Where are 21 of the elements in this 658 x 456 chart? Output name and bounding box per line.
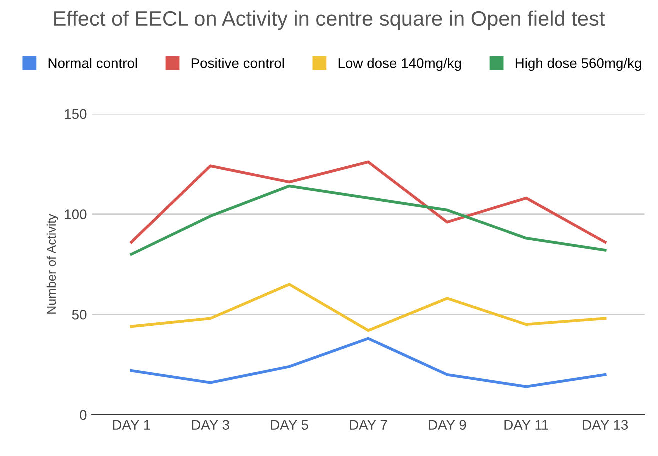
line-series bbox=[130, 337, 607, 388]
x-tick-label: DAY 1 bbox=[113, 420, 150, 430]
x-tick-label: DAY 7 bbox=[350, 420, 388, 430]
x-tick-label: DAY 3 bbox=[192, 420, 230, 430]
line-series bbox=[130, 184, 607, 256]
y-tick-label: 50 bbox=[72, 310, 87, 320]
legend-label: Positive control bbox=[192, 58, 284, 68]
y-tick-label: 100 bbox=[65, 210, 87, 220]
y-axis-title: Number of Activity bbox=[46, 214, 59, 314]
legend-label: High dose 560mg/kg bbox=[516, 58, 642, 72]
legend-label: Normal control bbox=[48, 58, 138, 68]
line-series bbox=[130, 283, 607, 332]
y-tick-label: 150 bbox=[65, 109, 87, 120]
line-series bbox=[130, 160, 607, 244]
x-tick-label: DAY 9 bbox=[429, 420, 466, 430]
legend-label: Low dose 140mg/kg bbox=[338, 58, 462, 72]
x-tick-label: DAY 13 bbox=[583, 420, 628, 430]
y-tick-label: 0 bbox=[80, 410, 87, 420]
x-tick-label: DAY 11 bbox=[504, 420, 549, 430]
chart-title: Effect of EECL on Activity in centre square in Open field test bbox=[54, 10, 606, 30]
x-tick-label: DAY 5 bbox=[271, 420, 308, 430]
